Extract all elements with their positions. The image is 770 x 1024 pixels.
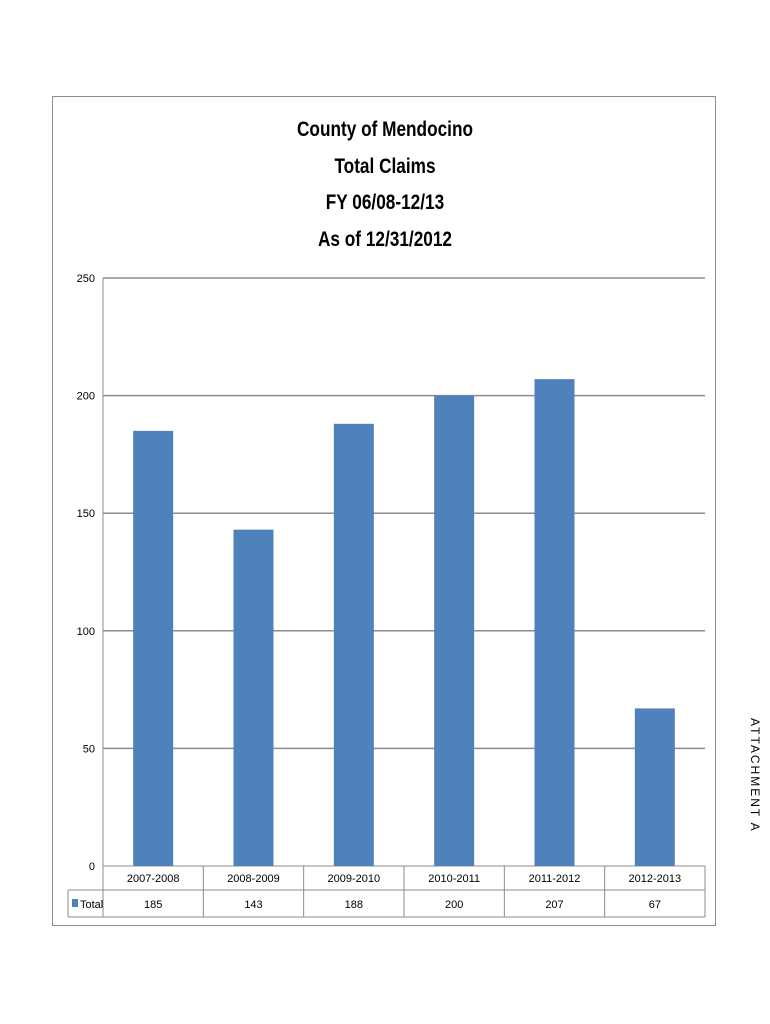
x-tick-label: 2011-2012 <box>529 873 581 885</box>
bar-2008-2009 <box>233 529 274 866</box>
y-tick-label: 0 <box>89 861 95 873</box>
y-tick-label: 150 <box>77 508 95 520</box>
chart-title-line-4: As of 12/31/2012 <box>317 227 453 251</box>
chart-title-line-3: FY 06/08-12/13 <box>325 191 445 214</box>
x-tick-label: 2010-2011 <box>428 873 480 885</box>
bar-2009-2010 <box>333 423 374 866</box>
y-tick-label: 200 <box>77 391 95 403</box>
data-label: 200 <box>445 899 463 911</box>
x-tick-label: 2008-2009 <box>227 873 280 885</box>
y-tick-label: 100 <box>77 626 95 638</box>
data-label: 67 <box>649 899 661 911</box>
y-tick-label: 50 <box>83 743 95 755</box>
data-label: 143 <box>244 899 262 911</box>
data-label: 188 <box>345 899 363 911</box>
data-label: 185 <box>144 899 162 911</box>
x-tick-label: 2007-2008 <box>127 873 180 885</box>
y-tick-label: 250 <box>77 273 95 285</box>
chart-title-line-2: Total Claims <box>334 154 436 178</box>
legend-key <box>72 899 78 907</box>
bar-2012-2013 <box>634 708 675 866</box>
attachment-label: ATTACHMENT A <box>748 718 762 833</box>
chart-title: County of Mendocino Total Claims FY 06/0… <box>0 112 770 258</box>
x-tick-label: 2012-2013 <box>629 873 682 885</box>
bar-2011-2012 <box>534 379 575 866</box>
legend-entry: Total <box>80 899 103 911</box>
data-label: 207 <box>545 899 563 911</box>
bar-2010-2011 <box>434 395 475 866</box>
chart-title-line-1: County of Mendocino <box>296 118 473 141</box>
bar-2007-2008 <box>133 430 174 866</box>
x-tick-label: 2009-2010 <box>328 873 381 885</box>
